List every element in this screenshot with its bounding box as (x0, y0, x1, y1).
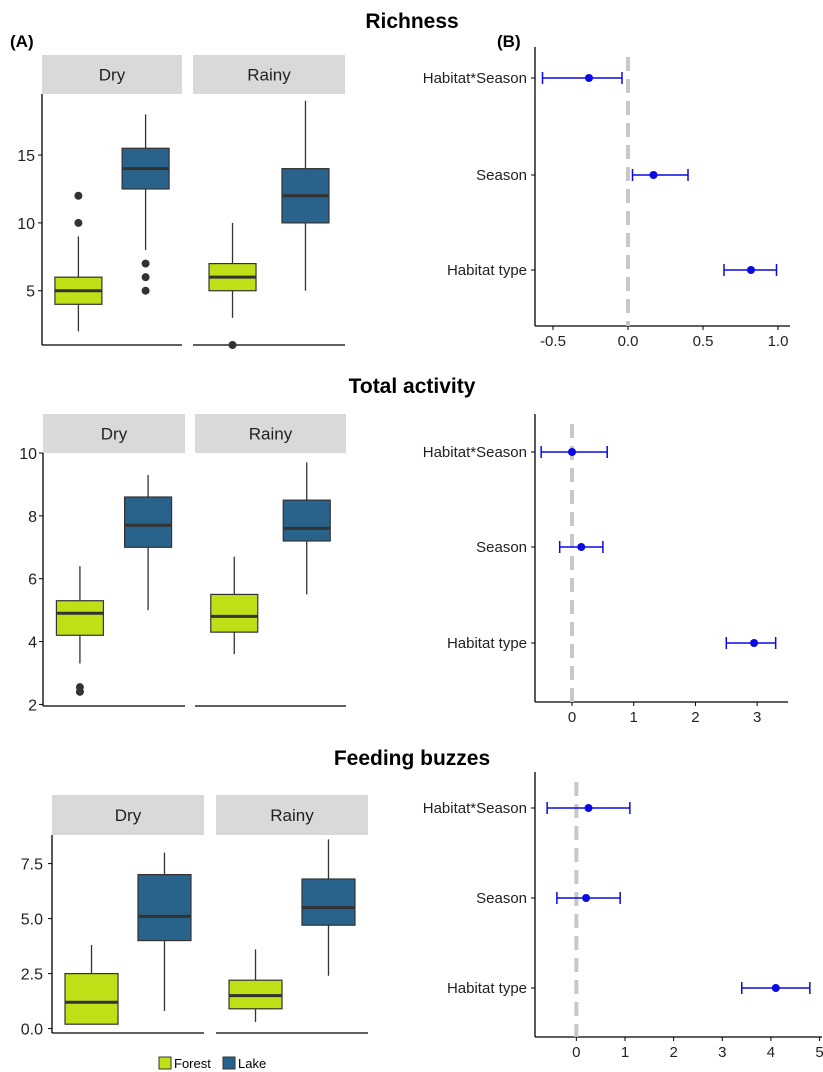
legend-swatch-lake (222, 1056, 236, 1070)
feeding-buzzes-coefficient-plot: 0 1 2 3 4 5 Habitat*Season Season Habitat type (423, 772, 823, 1061)
x-tick-label: 1 (630, 709, 638, 726)
y-tick-label: 5.0 (21, 912, 43, 929)
facet-label-rainy: Rainy (270, 806, 314, 825)
term-label-habitat-type: Habitat type (447, 635, 527, 652)
facet-strip-rainy (193, 55, 345, 94)
y-tick-label: 10 (17, 216, 35, 233)
y-tick-label: 7.5 (21, 857, 43, 874)
box-dry-forest-outlier (74, 218, 83, 227)
x-tick-label: 0 (572, 1044, 580, 1061)
panel-label-a: (A) (10, 32, 34, 51)
section-titles: Richness Total activity Feeding buzzes (334, 10, 490, 770)
estimate-point-habitat-type (750, 639, 759, 647)
y-tick-label: 2 (28, 697, 37, 714)
y-tick-label: 10 (19, 446, 37, 463)
box-dry-lake-outlier (141, 286, 150, 295)
facet-label-rainy: Rainy (249, 425, 293, 444)
term-label-habitat-type: Habitat type (447, 980, 527, 997)
y-tick-label: 2.5 (21, 967, 43, 984)
box-rainy-lake (301, 878, 356, 926)
estimate-point-habitat-season (568, 448, 577, 456)
box-dry-lake (123, 496, 173, 548)
box-dry-forest (55, 600, 105, 636)
total-activity-coefficient-plot: 0 1 2 3 Habitat*Season Season Habitat type (423, 414, 788, 726)
term-label-habitat-season: Habitat*Season (423, 800, 527, 817)
total-activity-title: Total activity (349, 375, 476, 398)
estimate-point-season (577, 543, 586, 551)
y-tick-label: 8 (28, 509, 37, 526)
term-label-season: Season (476, 167, 527, 184)
feeding-buzzes-title: Feeding buzzes (334, 747, 490, 770)
estimate-point-habitat-season (584, 804, 593, 812)
richness-title: Richness (365, 10, 458, 33)
total-activity-boxplot: 2 4 6 8 10 Dry Rainy (19, 414, 346, 714)
box-dry-lake (137, 873, 192, 942)
facet-strip-dry (52, 795, 204, 835)
term-label-habitat-season: Habitat*Season (423, 444, 527, 461)
legend-swatch-forest (158, 1056, 172, 1070)
legend: Forest Lake (158, 1056, 266, 1071)
estimate-point-habitat-type (771, 984, 780, 992)
facet-label-dry: Dry (101, 425, 128, 444)
x-tick-label: 0 (568, 709, 576, 726)
box-dry-forest-outlier (75, 683, 84, 692)
x-tick-label: 4 (767, 1044, 775, 1061)
estimate-point-season (582, 894, 591, 902)
panel-label-b: (B) (497, 32, 521, 51)
x-tick-label: 3 (753, 709, 761, 726)
box-dry-lake-outlier (141, 259, 150, 268)
estimate-point-habitat-type (747, 266, 755, 274)
term-label-habitat-type: Habitat type (447, 262, 527, 279)
term-label-habitat-season: Habitat*Season (423, 70, 527, 87)
x-tick-label: 2 (669, 1044, 677, 1061)
x-tick-label: -0.5 (540, 333, 566, 350)
facet-label-dry: Dry (99, 66, 126, 85)
x-tick-label: 3 (718, 1044, 726, 1061)
term-label-season: Season (476, 890, 527, 907)
facet-strip-rainy (195, 414, 346, 453)
x-tick-label: 1.0 (768, 333, 789, 350)
richness-boxplot: 5 10 15 Dry Rainy (17, 55, 345, 349)
box-dry-forest (64, 972, 119, 1025)
estimate-point-habitat-season (585, 74, 593, 82)
y-tick-label: 5 (26, 284, 35, 301)
box-rainy-forest-outlier (228, 341, 237, 349)
box-rainy-forest (210, 593, 259, 633)
facet-label-rainy: Rainy (247, 66, 291, 85)
feeding-buzzes-boxplot: 0.0 2.5 5.0 7.5 Dry Rainy (21, 795, 368, 1039)
legend-label-forest: Forest (174, 1056, 211, 1071)
y-tick-label: 4 (28, 635, 37, 652)
richness-coefficient-plot: -0.5 0.0 0.5 1.0 Habitat*Season Season Habitat… (423, 47, 790, 350)
x-tick-label: 0.5 (693, 333, 714, 350)
legend-label-lake: Lake (238, 1056, 266, 1071)
x-tick-label: 0.0 (618, 333, 639, 350)
box-dry-lake-outlier (141, 273, 150, 282)
facet-strip-dry (42, 55, 182, 94)
estimate-point-season (649, 171, 658, 179)
x-tick-label: 5 (815, 1044, 823, 1061)
box-dry-forest-outlier (74, 191, 83, 200)
x-tick-label: 2 (691, 709, 699, 726)
term-label-season: Season (476, 539, 527, 556)
x-tick-label: 1 (621, 1044, 629, 1061)
y-tick-label: 15 (17, 148, 35, 165)
box-rainy-lake (282, 499, 331, 542)
facet-strip-dry (43, 414, 185, 453)
facet-strip-rainy (216, 795, 368, 835)
y-tick-label: 6 (28, 572, 37, 589)
y-tick-label: 0.0 (21, 1022, 43, 1039)
facet-label-dry: Dry (115, 806, 142, 825)
